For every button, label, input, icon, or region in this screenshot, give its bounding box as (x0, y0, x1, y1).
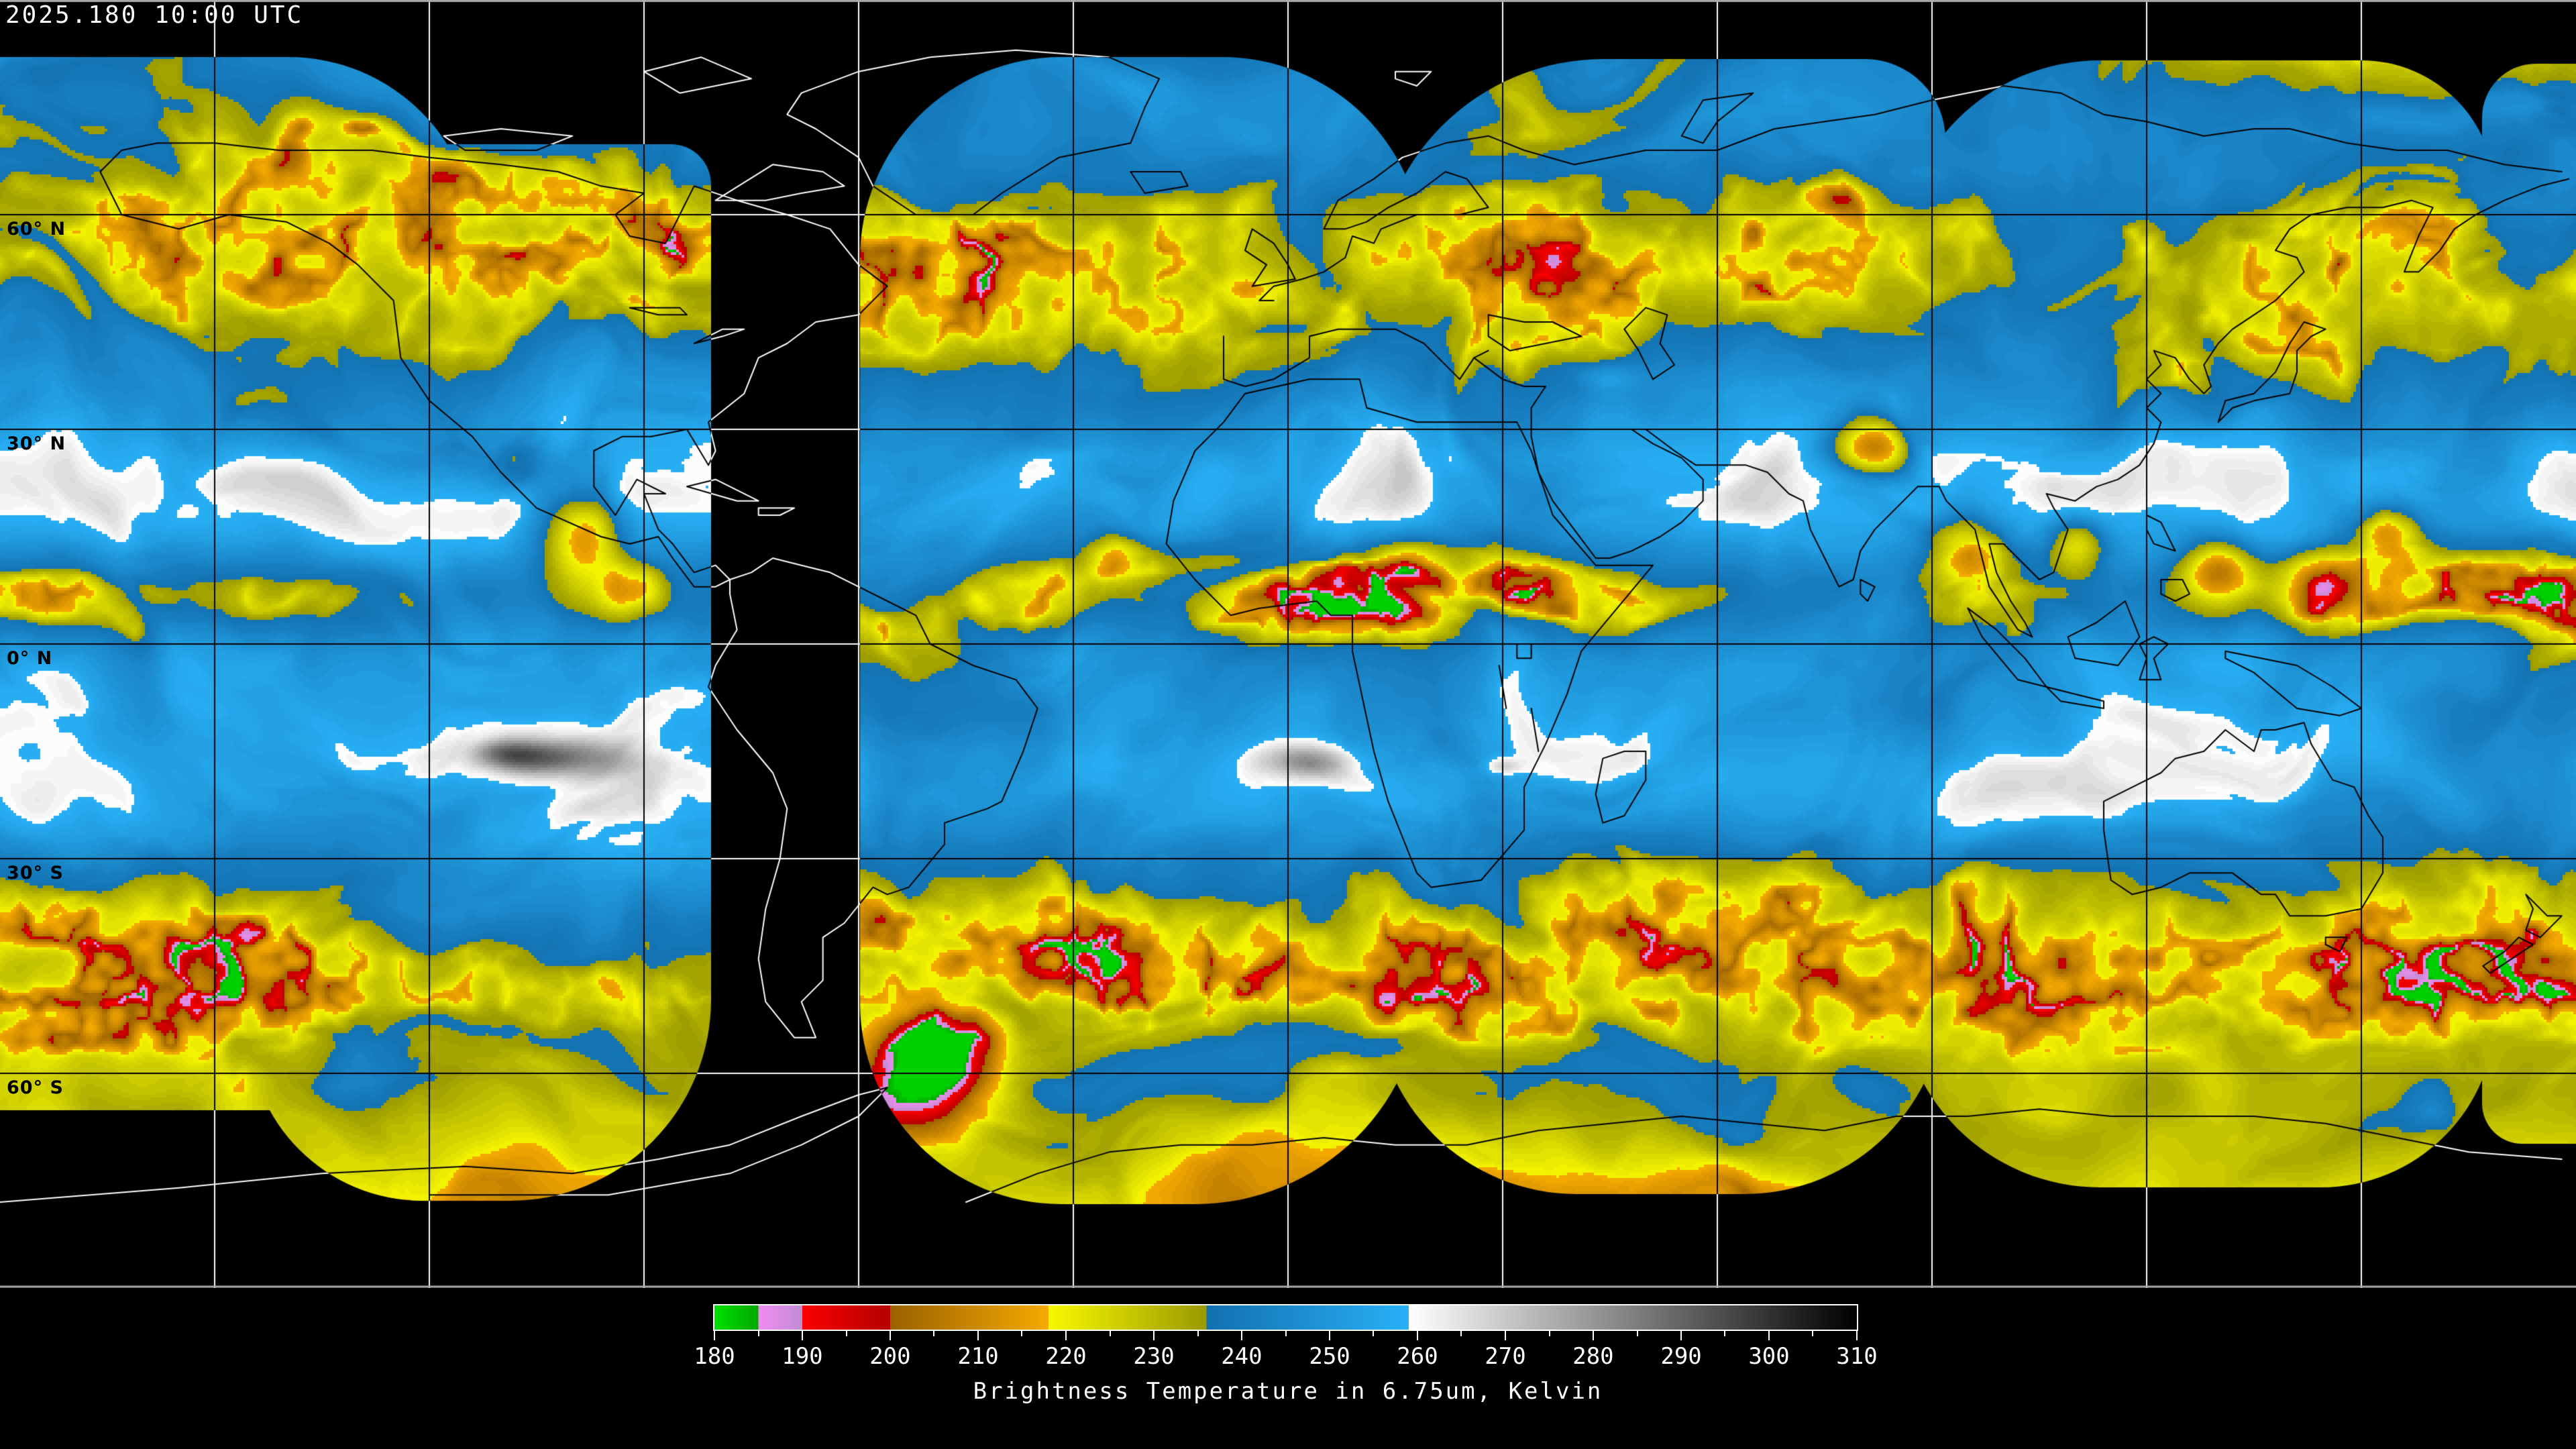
colorbar-tick-label-280: 280 (1572, 1343, 1614, 1370)
colorbar-minor-tick-235 (1197, 1331, 1199, 1336)
colorbar-tick-label-250: 250 (1309, 1343, 1350, 1370)
colorbar-major-tick-300 (1768, 1331, 1770, 1340)
colorbar-minor-tick-295 (1724, 1331, 1726, 1336)
colorbar-gradient (713, 1304, 1858, 1331)
colorbar-minor-tick-245 (1285, 1331, 1287, 1336)
colorbar-major-tick-250 (1329, 1331, 1331, 1340)
colorbar-tick-label-290: 290 (1660, 1343, 1702, 1370)
colorbar-major-tick-280 (1592, 1331, 1594, 1340)
colorbar-major-tick-310 (1856, 1331, 1858, 1340)
colorbar-title: Brightness Temperature in 6.75um, Kelvin (973, 1378, 1603, 1405)
colorbar-major-tick-190 (801, 1331, 803, 1340)
colorbar-tick-label-310: 310 (1836, 1343, 1878, 1370)
colorbar-tick-label-220: 220 (1045, 1343, 1087, 1370)
latitude-label-60n: 60° N (7, 219, 66, 239)
colorbar-tick-label-240: 240 (1221, 1343, 1263, 1370)
colorbar-tick-labels: 180 190 200 210 220 230 240 250 260 270 280 290 300 3… (694, 1343, 1877, 1370)
colorbar-ticks (714, 1331, 1858, 1343)
colorbar-tick-label-300: 300 (1748, 1343, 1790, 1370)
latitude-label-0: 0° N (7, 648, 53, 669)
colorbar-tick-label-230: 230 (1133, 1343, 1175, 1370)
colorbar-tick-label-260: 260 (1397, 1343, 1438, 1370)
colorbar-tick-label-180: 180 (694, 1343, 735, 1370)
latitude-label-30n: 30° N (7, 433, 66, 454)
global-water-vapor-composite-map (0, 0, 2576, 1288)
colorbar-minor-tick-205 (933, 1331, 935, 1336)
colorbar-tick-label-210: 210 (957, 1343, 999, 1370)
timestamp-label: 2025.180 10:00 UTC (5, 1, 304, 29)
colorbar-major-tick-290 (1680, 1331, 1682, 1340)
colorbar-major-tick-240 (1240, 1331, 1242, 1340)
colorbar-major-tick-230 (1152, 1331, 1155, 1340)
colorbar-minor-tick-305 (1812, 1331, 1814, 1336)
colorbar-major-tick-210 (977, 1331, 979, 1340)
colorbar-minor-tick-225 (1109, 1331, 1111, 1336)
colorbar-minor-tick-215 (1021, 1331, 1023, 1336)
colorbar-major-tick-180 (714, 1331, 715, 1340)
colorbar-minor-tick-255 (1373, 1331, 1375, 1336)
colorbar-minor-tick-185 (757, 1331, 759, 1336)
colorbar-tick-label-190: 190 (782, 1343, 823, 1370)
colorbar-minor-tick-265 (1460, 1331, 1462, 1336)
colorbar-major-tick-200 (889, 1331, 891, 1340)
colorbar-minor-tick-275 (1548, 1331, 1550, 1336)
latitude-label-30s: 30° S (7, 863, 64, 883)
latitude-label-60s: 60° S (7, 1077, 64, 1098)
colorbar-minor-tick-285 (1636, 1331, 1638, 1336)
colorbar-tick-label-200: 200 (869, 1343, 911, 1370)
colorbar-minor-tick-195 (845, 1331, 847, 1336)
colorbar-major-tick-220 (1065, 1331, 1067, 1340)
colorbar-major-tick-270 (1504, 1331, 1506, 1340)
colorbar-tick-label-270: 270 (1485, 1343, 1526, 1370)
colorbar-major-tick-260 (1417, 1331, 1419, 1340)
